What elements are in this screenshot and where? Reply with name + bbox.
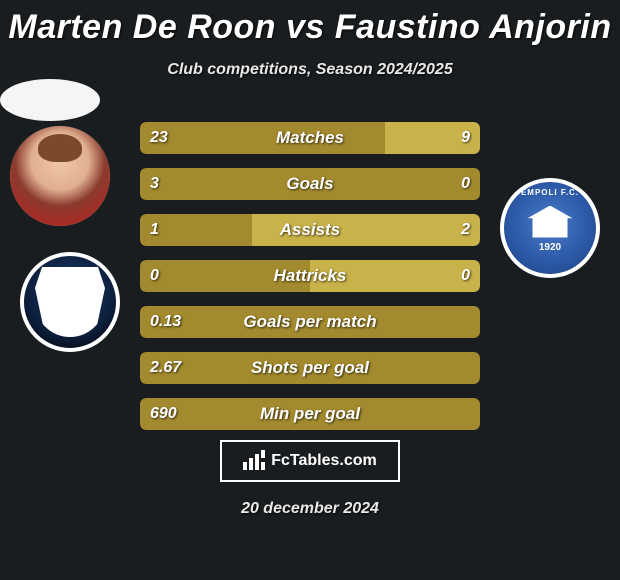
bar-label: Goals [140,168,480,200]
club-right-badge: EMPOLI F.C. 1920 [500,178,600,278]
empoli-building-icon [525,206,575,238]
stat-bar-row: 00Hattricks [140,260,480,292]
stat-bar-row: 0.13Goals per match [140,306,480,338]
footer-date: 20 december 2024 [0,500,620,518]
bar-label: Assists [140,214,480,246]
page-title: Marten De Roon vs Faustino Anjorin [0,0,620,47]
player-left-avatar [10,126,110,226]
stat-bars: 239Matches 30Goals 12Assists 00Hattricks 0.1… [140,122,480,430]
club-left-badge [20,252,120,352]
atalanta-shield-icon [35,267,105,337]
bar-label: Goals per match [140,306,480,338]
club-right-year: 1920 [539,242,561,253]
player-right-avatar [0,79,100,121]
stat-bar-row: 30Goals [140,168,480,200]
bar-label: Shots per goal [140,352,480,384]
stat-bar-row: 2.67Shots per goal [140,352,480,384]
footer-brand-text: FcTables.com [271,452,377,470]
bars-icon [243,452,265,470]
bar-label: Hattricks [140,260,480,292]
subtitle: Club competitions, Season 2024/2025 [0,61,620,79]
bar-label: Min per goal [140,398,480,430]
club-right-name: EMPOLI F.C. [504,188,596,197]
stat-bar-row: 12Assists [140,214,480,246]
footer-brand-box[interactable]: FcTables.com [220,440,400,482]
player-face-placeholder [10,126,110,226]
bar-label: Matches [140,122,480,154]
stat-bar-row: 239Matches [140,122,480,154]
stat-bar-row: 690Min per goal [140,398,480,430]
